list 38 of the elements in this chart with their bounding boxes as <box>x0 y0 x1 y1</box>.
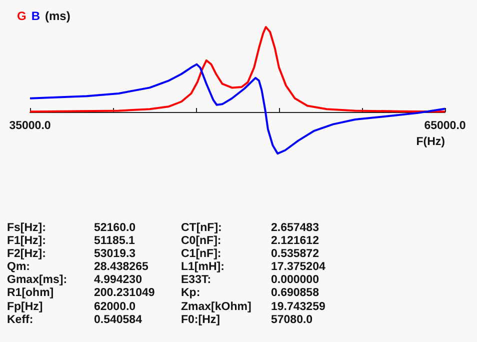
x-axis-title: F(Hz) <box>416 136 446 148</box>
text: Fs[Hz]: <box>7 222 47 236</box>
text: 0.000000 <box>271 274 320 288</box>
text: 53019.3 <box>94 248 137 262</box>
text: R1[ohm] <box>7 287 55 301</box>
text: B <box>31 9 40 23</box>
text: 2.657483 <box>271 222 320 236</box>
text: Gmax[ms]: <box>7 274 68 288</box>
text: Fp[Hz] <box>7 300 44 314</box>
text: 200.231049 <box>94 287 156 301</box>
y-axis-title: (ms) <box>45 9 70 23</box>
text: 51185.1 <box>94 235 136 248</box>
text: 62000.0 <box>94 300 137 314</box>
text: 0.540584 <box>94 314 143 327</box>
text: 28.438265 <box>94 261 150 274</box>
text: Qm: <box>7 261 31 274</box>
text: F0:[Hz] <box>181 314 221 327</box>
text: Zmax[kOhm] <box>181 300 252 314</box>
text: Keff: <box>7 314 34 327</box>
text: E33T: <box>181 274 212 288</box>
text: 0.690858 <box>271 287 320 301</box>
text: F2[Hz]: <box>7 248 47 262</box>
x-tick-label: 65000.0 <box>424 120 466 132</box>
text: G <box>17 9 26 23</box>
text: C1[nF]: <box>181 248 222 262</box>
text: F1[Hz]: <box>7 235 47 248</box>
text: CT[nF]: <box>181 222 223 236</box>
text: 57080.0 <box>271 314 314 327</box>
text: 0.535872 <box>271 248 320 262</box>
text: 19.743259 <box>271 300 326 314</box>
text: L1[mH]: <box>181 261 226 274</box>
text: 2.121612 <box>271 235 320 248</box>
text: 17.375204 <box>271 261 326 274</box>
text: Kp: <box>181 287 202 301</box>
text: C0[nF]: <box>181 235 222 248</box>
x-tick-label: 35000.0 <box>9 120 51 132</box>
text: 52160.0 <box>94 222 137 236</box>
text: 4.994230 <box>94 274 143 288</box>
